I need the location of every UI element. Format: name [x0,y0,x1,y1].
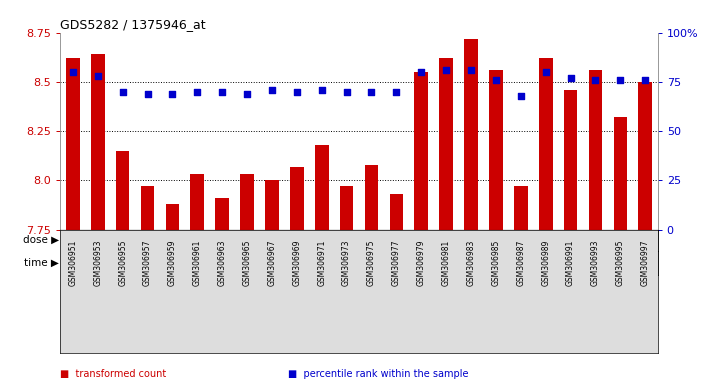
Bar [359,230,658,251]
Text: GSM306961: GSM306961 [193,240,202,286]
Text: GSM306959: GSM306959 [168,240,177,286]
Point [241,91,253,97]
Bar [514,186,528,230]
Bar [439,58,453,230]
Text: GSM306995: GSM306995 [616,240,625,286]
Text: GSM306989: GSM306989 [541,240,550,286]
Bar [434,251,508,275]
Text: GSM306953: GSM306953 [93,240,102,286]
Text: GSM306973: GSM306973 [342,240,351,286]
Point [639,77,651,83]
Bar [60,251,135,275]
Bar [464,38,478,230]
Point [191,89,203,95]
Bar [116,151,129,230]
Point [415,69,427,75]
Point [141,91,154,97]
Bar [365,165,378,230]
Text: 4 h: 4 h [462,258,480,268]
Bar [315,145,328,230]
Bar [539,58,552,230]
Point [316,87,327,93]
Bar [191,174,204,230]
Text: GDS5282 / 1375946_at: GDS5282 / 1375946_at [60,18,206,31]
Text: 0 h: 0 h [89,258,107,268]
Bar [390,194,403,230]
Point [92,73,104,79]
Text: 48 h: 48 h [309,258,334,268]
Text: GSM306969: GSM306969 [292,240,301,286]
Bar [210,251,284,275]
Bar [489,70,503,230]
Bar [614,118,627,230]
Text: GSM306997: GSM306997 [641,240,650,286]
Text: GSM306963: GSM306963 [218,240,227,286]
Text: GSM306951: GSM306951 [68,240,77,286]
Point [565,75,576,81]
Bar [340,186,353,230]
Bar [91,54,105,230]
Point [117,89,128,95]
Bar [215,198,229,230]
Point [365,89,377,95]
Point [216,89,228,95]
Point [67,69,78,75]
Point [540,69,551,75]
Bar [166,204,179,230]
Bar [240,174,254,230]
Bar [265,180,279,230]
Text: 24 h: 24 h [533,258,558,268]
Point [490,77,501,83]
Text: 0 h: 0 h [387,258,405,268]
Text: GSM306957: GSM306957 [143,240,152,286]
Point [614,77,626,83]
Text: GSM306967: GSM306967 [267,240,277,286]
Bar [589,70,602,230]
Point [166,91,178,97]
Text: ■  percentile rank within the sample: ■ percentile rank within the sample [288,369,469,379]
Bar [135,251,210,275]
Text: time ▶: time ▶ [24,258,59,268]
Bar [141,186,154,230]
Point [266,87,277,93]
Bar [290,167,304,230]
Text: GSM306983: GSM306983 [466,240,476,286]
Bar [638,82,652,230]
Text: ■  transformed count: ■ transformed count [60,369,166,379]
Point [465,67,476,73]
Point [589,77,601,83]
Bar [564,90,577,230]
Text: GSM306975: GSM306975 [367,240,376,286]
Bar [66,58,80,230]
Point [391,89,402,95]
Text: 4 h: 4 h [164,258,181,268]
Point [515,93,526,99]
Bar [60,230,359,251]
Text: GSM306987: GSM306987 [516,240,525,286]
Bar [583,251,658,275]
Text: 48 h: 48 h [608,258,633,268]
Text: GSM306977: GSM306977 [392,240,401,286]
Text: GSM306985: GSM306985 [491,240,501,286]
Text: GSM306991: GSM306991 [566,240,575,286]
Text: GSM306981: GSM306981 [442,240,451,286]
Point [440,67,452,73]
Bar [284,251,359,275]
Point [341,89,352,95]
Text: GSM306955: GSM306955 [118,240,127,286]
Text: 24 h: 24 h [235,258,260,268]
Bar [415,72,428,230]
Point [292,89,303,95]
Text: GSM306979: GSM306979 [417,240,426,286]
Text: 3 mg/kg RDX: 3 mg/kg RDX [173,235,247,245]
Bar [359,251,434,275]
Text: GSM306971: GSM306971 [317,240,326,286]
Text: 18 mg/kg RDX: 18 mg/kg RDX [468,235,549,245]
Bar [508,251,583,275]
Text: GSM306965: GSM306965 [242,240,252,286]
Text: dose ▶: dose ▶ [23,235,59,245]
Text: GSM306993: GSM306993 [591,240,600,286]
